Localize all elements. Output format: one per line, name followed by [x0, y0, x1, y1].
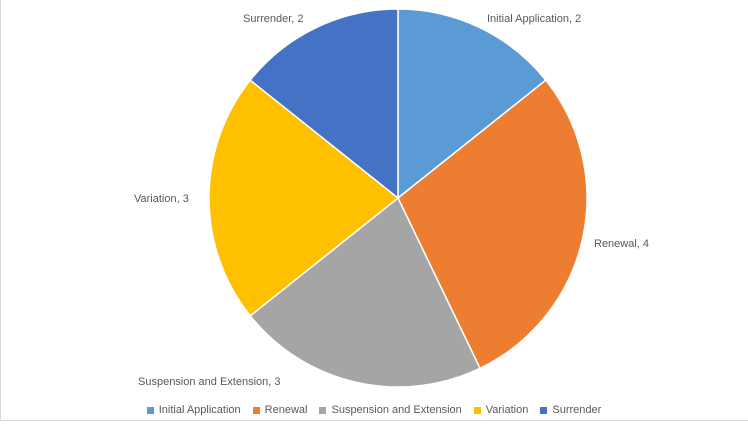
legend-swatch	[146, 406, 154, 414]
legend-swatch	[473, 406, 481, 414]
legend-label: Suspension and Extension	[331, 404, 462, 416]
legend-swatch	[319, 406, 327, 414]
data-label-suspension-and-extension: Suspension and Extension, 3	[138, 376, 281, 388]
pie-slice-renewal[interactable]	[397, 79, 588, 370]
legend-item-initial-application[interactable]: Initial Application	[146, 404, 241, 416]
data-label-variation: Variation, 3	[134, 193, 189, 205]
legend-swatch	[540, 406, 548, 414]
legend-label: Variation	[485, 404, 529, 416]
pie-slice-suspension-and-extension[interactable]	[249, 197, 481, 388]
legend-item-variation[interactable]: Variation	[473, 404, 529, 416]
legend-label: Renewal	[264, 404, 308, 416]
pie-data-labels: Initial Application, 2 Renewal, 4 Suspensi…	[134, 13, 649, 388]
legend-label: Initial Application	[158, 404, 241, 416]
pie-slice-variation[interactable]	[208, 79, 399, 317]
legend-item-renewal[interactable]: Renewal	[252, 404, 308, 416]
legend-item-surrender[interactable]: Surrender	[540, 404, 601, 416]
legend-item-suspension-and-extension[interactable]: Suspension and Extension	[319, 404, 462, 416]
legend-label: Surrender	[552, 404, 602, 416]
frame-border-left	[0, 0, 1, 421]
data-label-initial-application: Initial Application, 2	[487, 13, 581, 25]
pie-slice-initial-application[interactable]	[397, 8, 547, 199]
pie-slices	[208, 8, 588, 388]
chart-legend: Initial Application Renewal Suspension a…	[0, 402, 748, 418]
pie-slice-surrender[interactable]	[249, 8, 399, 199]
legend-swatch	[252, 406, 260, 414]
data-label-renewal: Renewal, 4	[594, 238, 649, 250]
data-label-surrender: Surrender, 2	[243, 13, 304, 25]
